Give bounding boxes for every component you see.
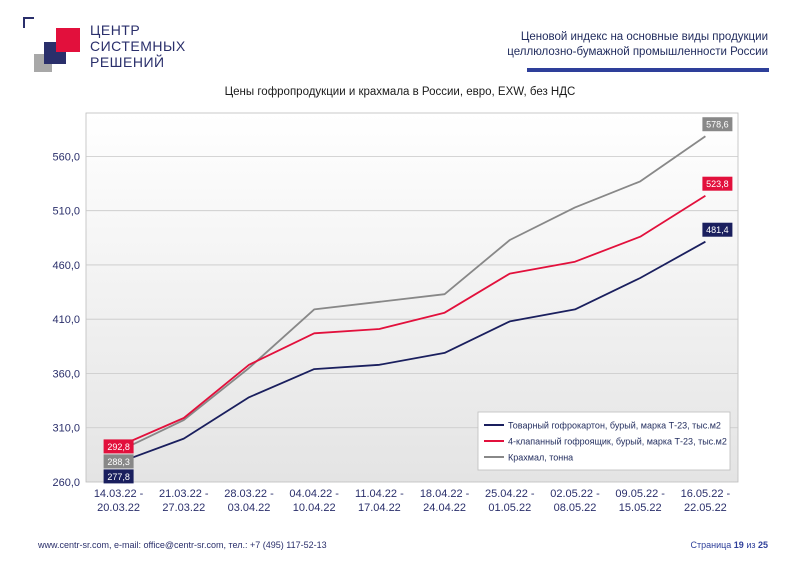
x-tick-label: 27.03.22 [162, 502, 205, 514]
logo-line-2: СИСТЕМНЫХ [90, 38, 186, 54]
start-data-label-0: 277,8 [107, 472, 130, 482]
y-tick-label: 510,0 [52, 206, 80, 218]
logo-red-square [56, 28, 80, 52]
y-tick-label: 460,0 [52, 260, 80, 272]
x-tick-label: 16.05.22 - [681, 488, 731, 500]
legend-box [477, 411, 731, 471]
legend-label-1: 4-клапанный гофроящик, бурый, марка Т-23… [508, 437, 727, 447]
logo-line-1: ЦЕНТР [90, 22, 141, 38]
y-tick-label: 410,0 [52, 314, 80, 326]
footer-contacts: www.centr-sr.com, e-mail: office@centr-s… [38, 540, 327, 550]
y-tick-label: 560,0 [52, 151, 80, 163]
start-data-label-0-box [103, 469, 134, 484]
page-total: 25 [757, 540, 768, 550]
x-tick-label: 22.05.22 [684, 502, 727, 514]
page-of: из [746, 540, 756, 550]
chart-title: Цены гофропродукции и крахмала в России,… [224, 86, 576, 98]
end-data-label-1-box [702, 176, 733, 191]
end-data-label-0: 481,4 [706, 225, 729, 235]
start-data-label-1: 292,8 [107, 442, 130, 452]
series-lines [118, 135, 706, 464]
x-tick-label: 17.04.22 [358, 502, 401, 514]
header-line-1: Ценовой индекс на основные виды продукци… [520, 31, 768, 43]
series-line-1 [118, 194, 706, 448]
legend-label-2: Крахмал, тонна [508, 453, 573, 463]
page-word: Страница [690, 540, 732, 550]
page-indicator: Страница 19 из 25 [690, 540, 768, 550]
company-logo [22, 16, 92, 76]
x-tick-label: 11.04.22 - [355, 488, 404, 500]
x-tick-label: 10.04.22 [293, 502, 336, 514]
start-data-label-1-box [103, 439, 134, 454]
legend-label-0: Товарный гофрокартон, бурый, марка Т-23,… [508, 421, 721, 431]
x-tick-label: 02.05.22 - [550, 488, 600, 500]
header-accent-bar [527, 68, 769, 72]
x-tick-label: 21.03.22 - [159, 488, 209, 500]
logo-corner-mark [23, 17, 34, 28]
y-axis-ticks: 260,0 310,0 360,0 410,0 460,0 510,0 560,0 [52, 151, 80, 489]
x-tick-label: 08.05.22 [554, 502, 597, 514]
y-tick-label: 360,0 [52, 368, 80, 380]
x-tick-label: 18.04.22 - [420, 488, 470, 500]
data-labels: 292,8 288,3 277,8 481,4 523,8 578,6 [103, 117, 733, 484]
series-line-2 [118, 135, 706, 453]
x-tick-label: 15.05.22 [619, 502, 662, 514]
y-tick-label: 310,0 [52, 423, 80, 435]
header-line-2: целлюлозно-бумажной промышленности Росси… [507, 46, 768, 58]
logo-text: ЦЕНТР СИСТЕМНЫХ РЕШЕНИЙ [90, 22, 186, 70]
start-data-label-2: 288,3 [107, 457, 130, 467]
y-tick-label: 260,0 [52, 477, 80, 489]
x-axis-ticks: 14.03.22 - 20.03.22 21.03.22 - 27.03.22 28.0… [94, 488, 731, 514]
x-tick-label: 14.03.22 - [94, 488, 144, 500]
end-data-label-1: 523,8 [706, 179, 729, 189]
x-tick-label: 04.04.22 - [289, 488, 339, 500]
x-tick-label: 03.04.22 [228, 502, 271, 514]
end-data-label-2-box [702, 117, 733, 132]
x-tick-label: 24.04.22 [423, 502, 466, 514]
page-current: 19 [733, 540, 744, 550]
legend: Товарный гофрокартон, бурый, марка Т-23,… [477, 411, 731, 471]
x-tick-label: 01.05.22 [488, 502, 531, 514]
logo-line-3: РЕШЕНИЙ [90, 54, 165, 70]
x-tick-label: 09.05.22 - [615, 488, 665, 500]
end-data-label-2: 578,6 [706, 120, 729, 130]
series-line-0 [118, 240, 706, 464]
x-tick-label: 28.03.22 - [224, 488, 274, 500]
x-tick-label: 20.03.22 [97, 502, 140, 514]
x-tick-label: 25.04.22 - [485, 488, 535, 500]
end-data-label-0-box [702, 222, 733, 237]
start-data-label-2-box [103, 454, 134, 469]
report-header: Ценовой индекс на основные виды продукци… [507, 30, 768, 60]
